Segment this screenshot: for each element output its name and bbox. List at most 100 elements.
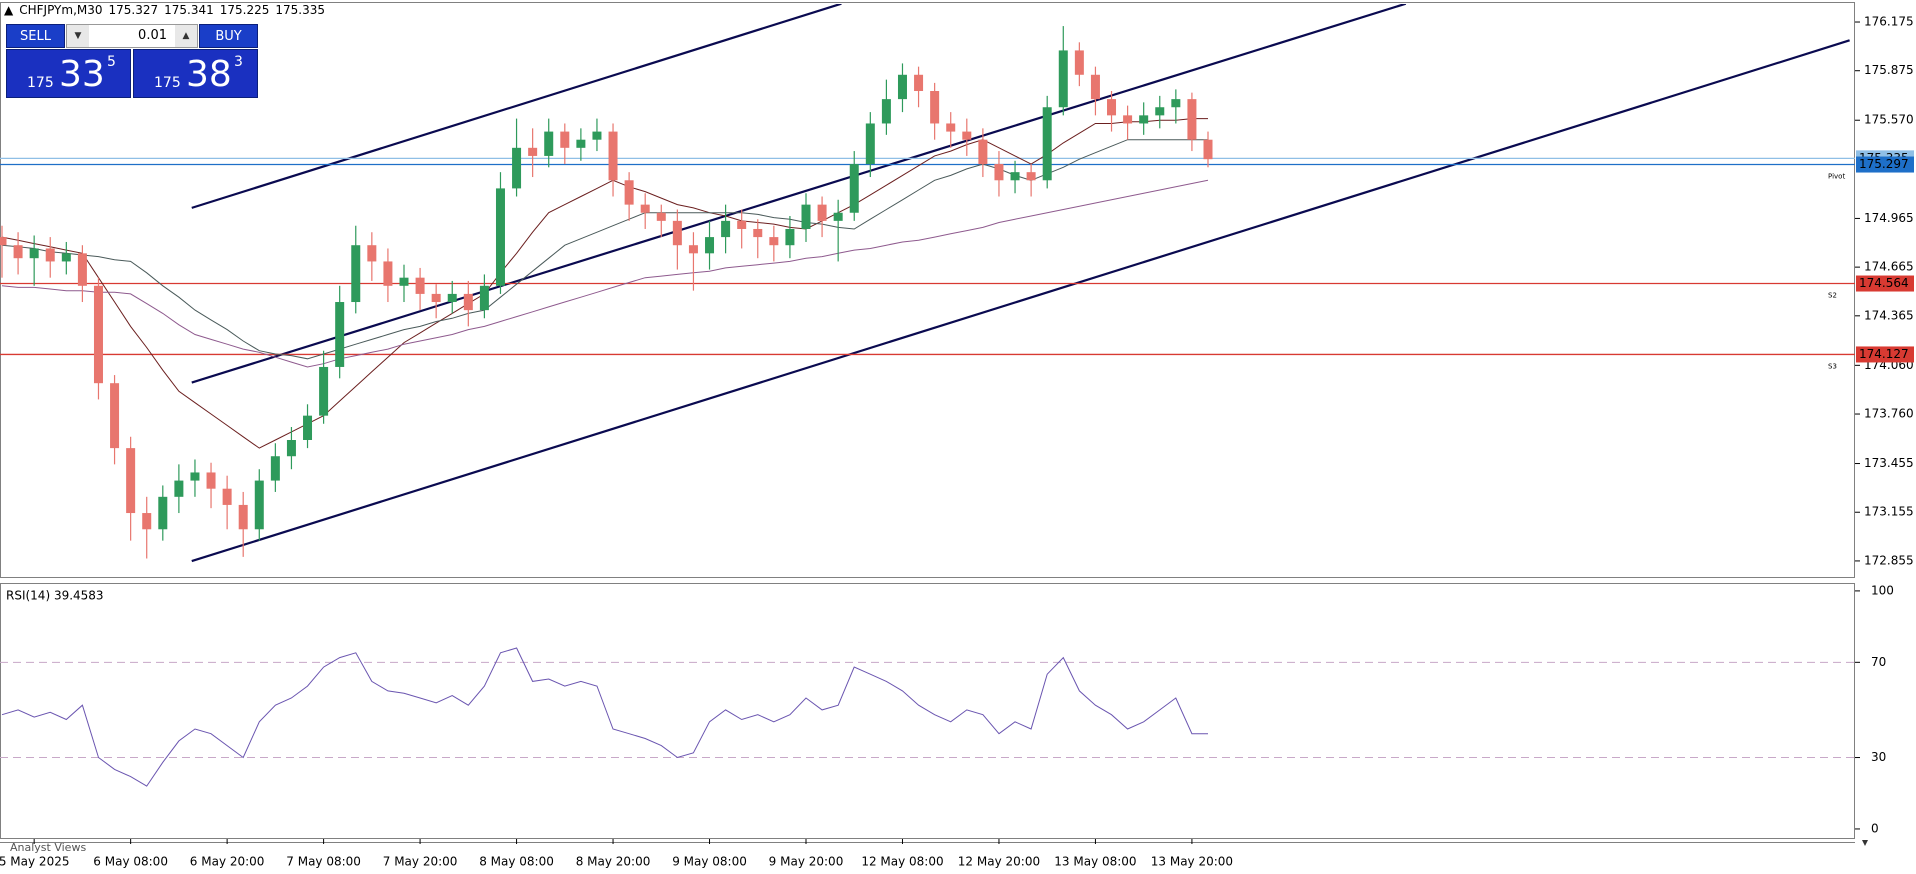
candle-body <box>431 293 441 303</box>
candle-body <box>158 496 168 530</box>
moving-average <box>1 118 1208 449</box>
candle-body <box>560 131 570 148</box>
buy-button[interactable]: BUY <box>199 24 258 48</box>
candle-body <box>608 131 618 181</box>
volume-down[interactable]: ▼ <box>67 25 89 47</box>
candle-body <box>1026 172 1036 181</box>
ask-quote[interactable]: 175 38 3 <box>133 49 258 98</box>
candle-body <box>994 164 1004 181</box>
x-tick-label: 12 May 08:00 <box>861 855 943 869</box>
candle-body <box>881 99 891 124</box>
y-tick-label: 174.965 <box>1864 211 1914 225</box>
rsi-pane <box>0 583 1855 839</box>
candle-body <box>13 245 23 259</box>
volume-up[interactable]: ▲ <box>175 25 197 47</box>
candle-body <box>45 248 55 262</box>
candle-body <box>865 123 875 165</box>
candle-body <box>512 147 522 189</box>
candle-body <box>930 91 940 124</box>
candle-body <box>110 383 120 449</box>
candle-body <box>319 366 329 416</box>
candle-body <box>1058 50 1068 108</box>
candle-body <box>206 472 216 489</box>
ask-mid: 38 <box>186 54 232 95</box>
candle-body <box>286 439 296 457</box>
y-tick-label: 175.875 <box>1864 63 1914 77</box>
level-name: S2 <box>1828 292 1837 300</box>
trendline <box>191 4 1407 384</box>
y-tick-label: 0 <box>1871 821 1879 835</box>
x-tick-label: 13 May 08:00 <box>1054 855 1136 869</box>
level-name: Pivot <box>1828 173 1845 181</box>
candle-body <box>367 245 377 262</box>
x-tick-label: 7 May 08:00 <box>286 855 361 869</box>
candle-body <box>656 212 666 221</box>
y-tick-label: 173.155 <box>1864 505 1914 519</box>
y-tick-label: 173.760 <box>1864 407 1914 421</box>
volume-box: ▼ 0.01 ▲ <box>66 24 198 48</box>
trendline <box>191 39 1850 563</box>
candle-body <box>77 253 87 286</box>
candle-body <box>672 220 682 246</box>
candle-body <box>142 513 152 530</box>
rsi-title: RSI(14) 39.4583 <box>6 589 104 603</box>
candle-body <box>1123 115 1133 124</box>
symbol: CHFJPYm,M30 <box>19 3 103 17</box>
candle-body <box>946 123 956 132</box>
candle-body <box>769 237 779 246</box>
y-tick-label: 176.175 <box>1864 15 1914 29</box>
x-tick-label: 8 May 20:00 <box>576 855 651 869</box>
candle-body <box>688 245 698 254</box>
price-tag-label: 174.127 <box>1859 347 1909 361</box>
y-tick-label: 174.665 <box>1864 260 1914 274</box>
x-tick-label: 5 May 2025 <box>0 855 69 869</box>
level-name: S3 <box>1828 362 1837 370</box>
candle-body <box>1203 139 1213 160</box>
candle-body <box>1171 99 1181 108</box>
candle-body <box>1090 74 1100 100</box>
candle-body <box>335 302 345 367</box>
candle-body <box>29 248 39 259</box>
candle-body <box>817 204 827 221</box>
ohlc-close: 175.335 <box>275 3 326 17</box>
candle-body <box>93 285 103 384</box>
bid-sup: 5 <box>107 54 116 70</box>
x-tick-label: 7 May 20:00 <box>383 855 458 869</box>
candle-body <box>383 261 393 286</box>
y-tick-label: 100 <box>1871 583 1894 597</box>
candle-body <box>753 228 763 238</box>
candle-body <box>415 277 425 294</box>
candle-body <box>463 293 473 311</box>
bid-big: 175 <box>27 75 54 91</box>
collapse-icon[interactable]: ▲ <box>4 3 14 17</box>
y-tick-label: 174.365 <box>1864 308 1914 322</box>
candle-body <box>270 456 280 481</box>
bid-quote[interactable]: 175 33 5 <box>6 49 131 98</box>
candle-body <box>1139 115 1149 124</box>
y-tick-label: 30 <box>1871 750 1886 764</box>
candle-body <box>479 285 489 311</box>
candle-body <box>238 504 248 530</box>
x-tick-label: 12 May 20:00 <box>958 855 1040 869</box>
sell-button[interactable]: SELL <box>6 24 65 48</box>
candle-body <box>978 139 988 165</box>
candle-body <box>254 480 264 530</box>
footer-tab[interactable]: Analyst Views <box>10 841 87 854</box>
candle-body <box>640 204 650 213</box>
y-tick-label: 70 <box>1871 655 1886 669</box>
candle-body <box>1187 99 1197 140</box>
ask-big: 175 <box>154 75 181 91</box>
trendlines <box>191 4 1850 563</box>
moving-average <box>1 179 1209 368</box>
ohlc-high: 175.341 <box>164 3 214 17</box>
price-tag <box>1856 346 1914 363</box>
candle-body <box>833 212 843 221</box>
x-tick-label: 6 May 08:00 <box>93 855 168 869</box>
ohlc-open: 175.327 <box>108 3 159 17</box>
volume-value[interactable]: 0.01 <box>138 28 167 43</box>
x-tick-label: 8 May 08:00 <box>479 855 554 869</box>
y-tick-label: 175.570 <box>1864 113 1914 127</box>
rsi-line <box>1 647 1208 787</box>
